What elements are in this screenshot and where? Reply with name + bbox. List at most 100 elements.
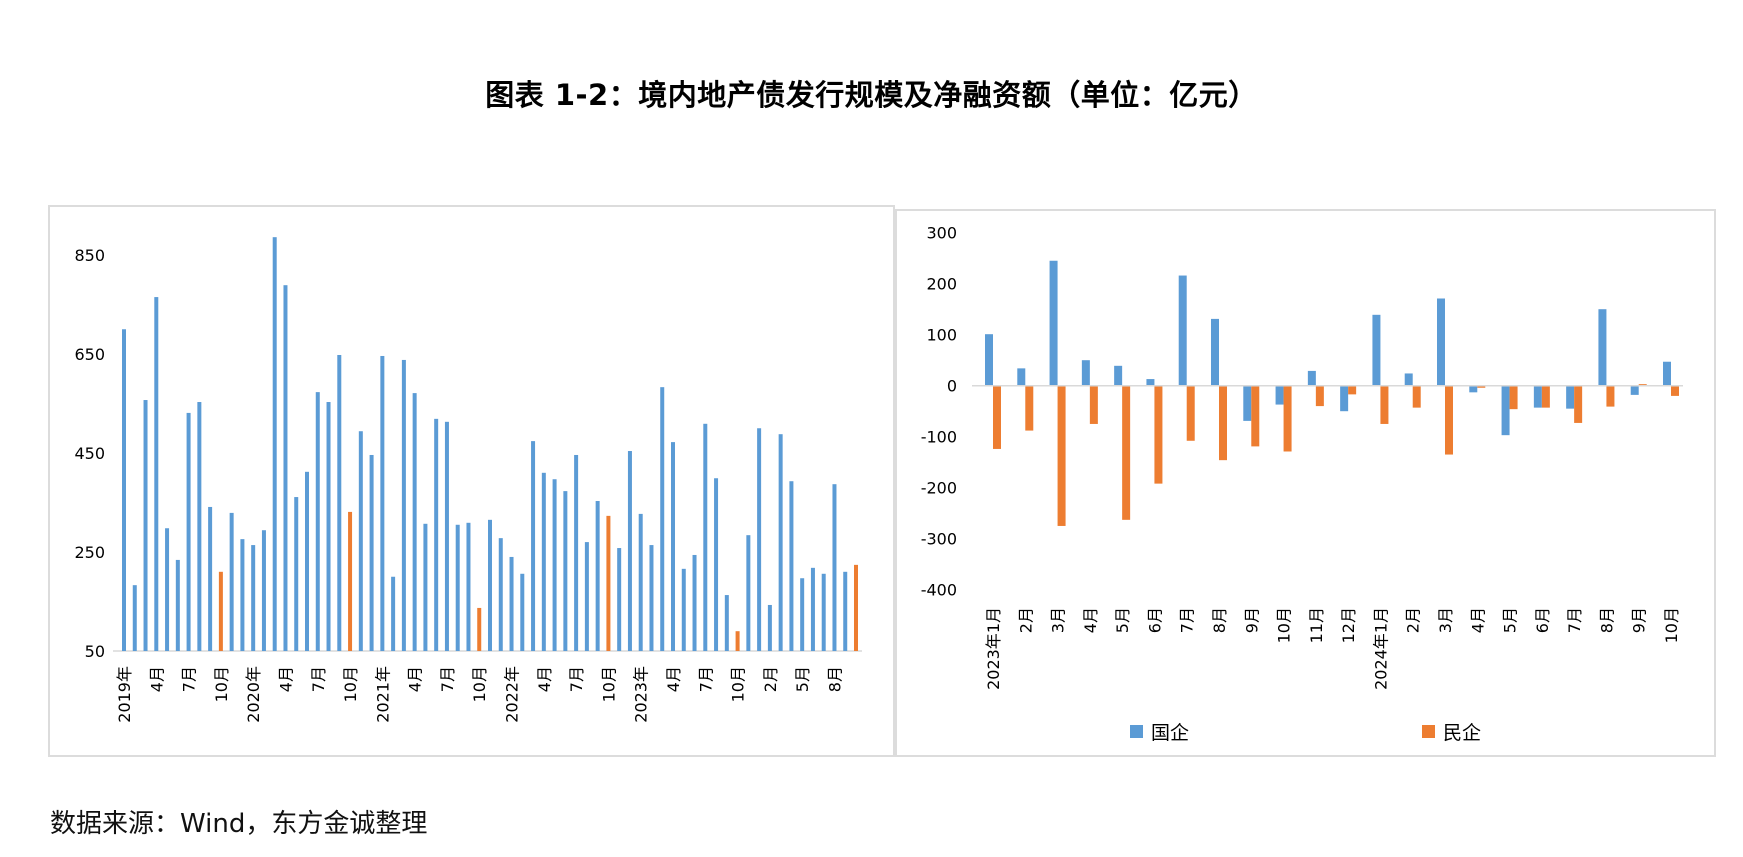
bar [272,237,277,651]
bar [1089,385,1098,424]
y-tick-label: 250 [74,543,105,562]
bar [498,538,503,651]
bar [509,556,514,651]
x-tick-label: 2023年1月 [984,607,1003,690]
bar [315,392,320,651]
x-tick-label: 2月 [1404,607,1423,633]
bar [143,400,148,651]
y-tick-label: -100 [921,428,957,447]
bar [1606,385,1615,407]
x-tick-label: 2024年1月 [1371,607,1390,690]
x-tick-label: 7月 [180,666,199,692]
x-tick-label: 4月 [276,666,295,692]
bar [1437,298,1445,386]
bar [681,568,686,651]
bar [1638,384,1647,386]
x-tick-label: 5月 [1113,607,1132,633]
x-tick-label: 9月 [1630,607,1649,633]
bar [488,519,492,651]
legend-swatch-blue-icon [1130,725,1143,738]
x-tick-label: 10月 [341,666,360,702]
bar [412,393,417,651]
bar [703,423,708,651]
y-tick-label: 50 [85,642,105,661]
bar [1541,385,1550,408]
x-tick-label: 10月 [729,666,748,702]
bar [337,354,342,651]
bar [660,387,665,651]
bar [810,567,815,651]
y-tick-label: -300 [921,530,957,549]
bar [1186,385,1195,441]
y-tick-label: 300 [926,224,957,243]
bar [122,329,126,651]
x-tick-label: 10月 [470,666,489,702]
bar [531,441,536,651]
y-tick-label: 200 [926,275,957,294]
bar [434,418,439,651]
bar [832,484,837,651]
y-tick-label: 100 [926,326,957,345]
y-tick-label: 0 [947,377,957,396]
data-source-note: 数据来源：Wind，东方金诚整理 [50,809,428,839]
x-tick-label: 8月 [1210,607,1229,633]
x-tick-label: 4月 [406,666,425,692]
bar [218,571,223,651]
bar [1509,385,1518,410]
bar [1340,385,1349,412]
bar [197,402,202,651]
bar [326,402,331,651]
x-tick-label: 8月 [825,666,844,692]
x-tick-label: 4月 [664,666,683,692]
bar [1404,373,1413,386]
bar [401,359,406,651]
legend-label: 民企 [1443,722,1482,744]
x-tick-label: 9月 [1242,607,1261,633]
bar [714,478,719,651]
bar [1533,385,1542,408]
bar [735,631,740,651]
bar [358,431,363,651]
bar [391,576,396,651]
bar [423,523,428,651]
bar [186,412,191,651]
bar [380,355,385,651]
bar [1178,275,1187,386]
x-tick-label: 3月 [1436,607,1455,633]
bar [1017,368,1026,386]
y-tick-label: 450 [74,444,105,463]
bar [746,535,751,651]
bar [466,522,471,651]
bar [617,548,622,651]
x-tick-label: 6月 [1145,607,1164,633]
bar [552,479,557,651]
x-tick-label: 5月 [1501,607,1520,633]
bar [1380,385,1389,424]
figure-title: 图表 1-2：境内地产债发行规模及净融资额（单位：亿元） [485,78,1258,112]
bar [985,334,993,386]
bar [1114,365,1123,386]
bar [1315,385,1324,407]
x-tick-label: 11月 [1307,607,1326,643]
bar [1057,385,1066,526]
bar [1598,309,1607,386]
bar [692,554,697,651]
x-tick-label: 2022年 [503,666,522,723]
x-tick-label: 12月 [1339,607,1358,643]
bar [638,513,643,651]
bar [444,421,449,651]
bar [1146,379,1155,386]
x-tick-label: 2月 [1016,607,1035,633]
bar [789,481,794,651]
x-tick-label: 2021年 [373,666,392,723]
bar [154,297,159,651]
y-tick-label: 850 [74,246,105,265]
bar [1283,385,1292,452]
bar [1081,360,1090,386]
bar [477,607,482,651]
bar [251,545,256,651]
bar [1049,260,1058,386]
bar [993,385,1001,449]
bar [800,578,805,651]
